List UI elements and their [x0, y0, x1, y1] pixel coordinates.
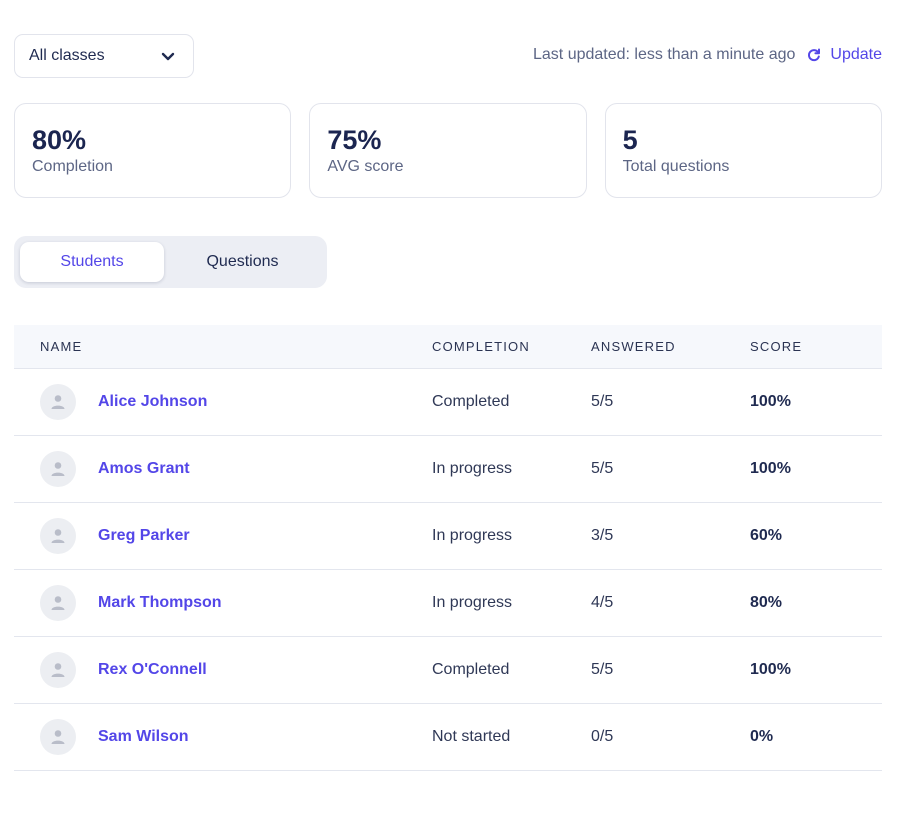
student-name-link[interactable]: Amos Grant	[98, 460, 190, 477]
student-name-link[interactable]: Alice Johnson	[98, 393, 208, 410]
student-name-link[interactable]: Sam Wilson	[98, 728, 189, 745]
table-header: NAME COMPLETION ANSWERED SCORE	[14, 325, 882, 369]
student-name-link[interactable]: Mark Thompson	[98, 594, 222, 611]
table-row: Amos Grant In progress 5/5 100%	[14, 436, 882, 503]
answered-cell: 3/5	[591, 527, 614, 544]
completion-cell: Completed	[432, 393, 510, 410]
score-cell: 100%	[750, 460, 791, 477]
class-filter-select[interactable]: All classes	[14, 34, 194, 78]
header-answered[interactable]: ANSWERED	[591, 339, 676, 354]
avatar	[40, 585, 76, 621]
name-cell: Amos Grant	[14, 451, 432, 487]
name-cell: Alice Johnson	[14, 384, 432, 420]
completion-cell: In progress	[432, 527, 513, 544]
header-completion[interactable]: COMPLETION	[432, 339, 530, 354]
completion-cell: In progress	[432, 594, 513, 611]
top-bar: All classes Last updated: less than a mi…	[14, 34, 882, 78]
avatar	[40, 451, 76, 487]
refresh-icon	[807, 48, 821, 62]
table-body: Alice Johnson Completed 5/5 100% Amos Gr…	[14, 369, 882, 771]
stat-value: 80%	[32, 125, 87, 155]
answered-cell: 5/5	[591, 460, 614, 477]
completion-cell: Not started	[432, 728, 511, 745]
name-cell: Greg Parker	[14, 518, 432, 554]
students-table: NAME COMPLETION ANSWERED SCORE Alice Joh…	[14, 325, 882, 771]
avatar	[40, 652, 76, 688]
stat-card-total-questions: 5 Total questions	[604, 103, 882, 198]
update-button[interactable]: Update	[807, 46, 882, 64]
chevron-down-icon	[161, 49, 175, 63]
score-cell: 0%	[750, 728, 774, 745]
stat-value: 5	[622, 125, 638, 155]
completion-cell: In progress	[432, 460, 513, 477]
table-row: Alice Johnson Completed 5/5 100%	[14, 369, 882, 436]
user-icon	[51, 395, 65, 409]
table-row: Mark Thompson In progress 4/5 80%	[14, 570, 882, 637]
tab-students[interactable]: Students	[20, 242, 164, 282]
user-icon	[51, 529, 65, 543]
update-status: Last updated: less than a minute ago Upd…	[533, 46, 882, 64]
student-name-link[interactable]: Greg Parker	[98, 527, 190, 544]
header-score[interactable]: SCORE	[750, 339, 803, 354]
completion-cell: Completed	[432, 661, 510, 678]
stat-card-completion: 80% Completion	[14, 103, 292, 198]
score-cell: 100%	[750, 393, 791, 410]
user-icon	[51, 730, 65, 744]
answered-cell: 5/5	[591, 393, 614, 410]
score-cell: 80%	[750, 594, 783, 611]
tab-questions[interactable]: Questions	[206, 253, 279, 270]
stat-value: 75%	[327, 125, 382, 155]
stat-label: Completion	[32, 158, 113, 175]
header-name[interactable]: NAME	[40, 339, 83, 354]
user-icon	[51, 462, 65, 476]
answered-cell: 0/5	[591, 728, 614, 745]
name-cell: Mark Thompson	[14, 585, 432, 621]
class-filter-value: All classes	[29, 47, 105, 64]
stats-row: 80% Completion 75% AVG score 5 Total que…	[14, 103, 882, 198]
name-cell: Rex O'Connell	[14, 652, 432, 688]
stat-card-avg-score: 75% AVG score	[309, 103, 587, 198]
view-tabs: Students Questions	[14, 236, 327, 288]
student-name-link[interactable]: Rex O'Connell	[98, 661, 207, 678]
avatar	[40, 384, 76, 420]
avatar	[40, 518, 76, 554]
name-cell: Sam Wilson	[14, 719, 432, 755]
update-label: Update	[830, 46, 882, 63]
last-updated-text: Last updated: less than a minute ago	[533, 46, 796, 63]
score-cell: 100%	[750, 661, 791, 678]
stat-label: AVG score	[327, 158, 404, 175]
table-row: Rex O'Connell Completed 5/5 100%	[14, 637, 882, 704]
avatar	[40, 719, 76, 755]
user-icon	[51, 596, 65, 610]
score-cell: 60%	[750, 527, 783, 544]
user-icon	[51, 663, 65, 677]
table-row: Sam Wilson Not started 0/5 0%	[14, 704, 882, 771]
stat-label: Total questions	[622, 158, 730, 175]
answered-cell: 5/5	[591, 661, 614, 678]
answered-cell: 4/5	[591, 594, 614, 611]
table-row: Greg Parker In progress 3/5 60%	[14, 503, 882, 570]
